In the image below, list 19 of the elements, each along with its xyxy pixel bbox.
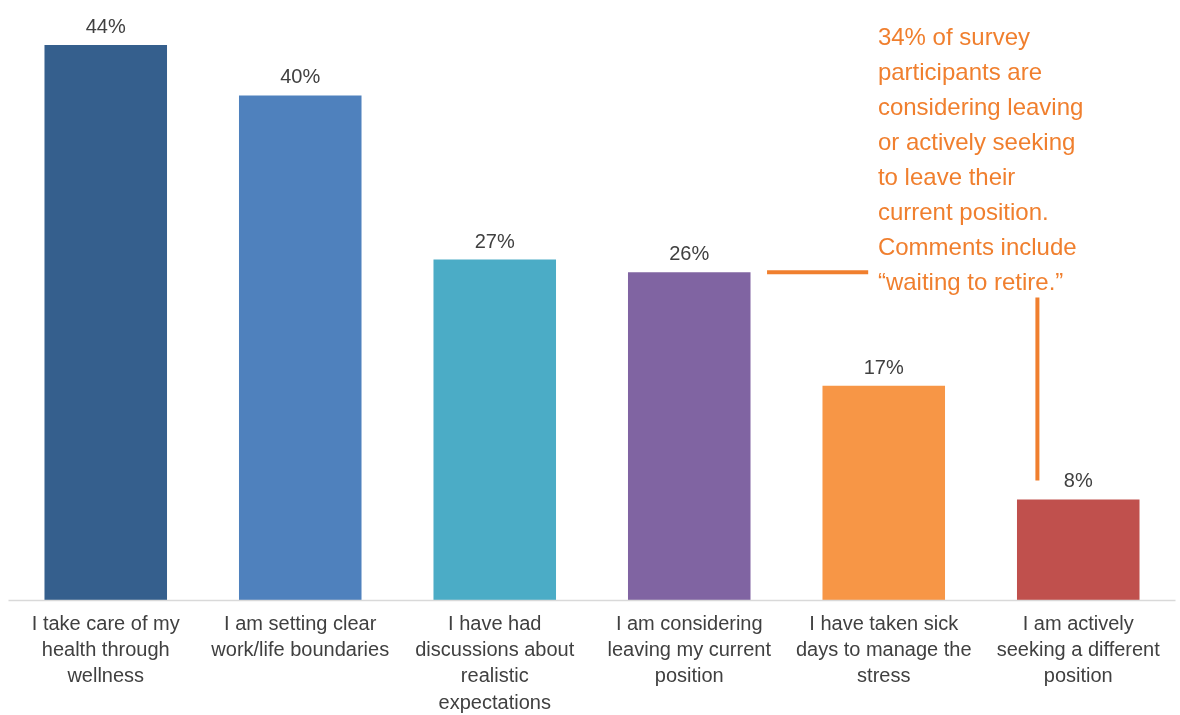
- bar: [627, 272, 751, 601]
- data-label: 17%: [863, 355, 904, 378]
- x-tick-label: I am actively seeking a different position: [996, 611, 1161, 687]
- x-tick-label: I have had discussions about realistic expectations: [415, 611, 575, 713]
- x-tick-label: I have taken sick days to manage the stress: [795, 611, 972, 687]
- data-label: 40%: [280, 65, 321, 88]
- data-label: 26%: [669, 242, 710, 265]
- x-tick-label: I am considering leaving my current position: [607, 611, 772, 687]
- bar: [1016, 499, 1140, 601]
- bar: [433, 259, 557, 601]
- x-tick-label: I take care of my health through wellness: [31, 611, 180, 687]
- bar: [44, 44, 168, 601]
- bar: [822, 385, 946, 601]
- bar: [238, 95, 362, 601]
- data-label: 8%: [1063, 469, 1093, 492]
- data-label: 27%: [474, 229, 515, 252]
- x-tick-label: I am setting clear work/life boundaries: [210, 611, 390, 660]
- data-label: 44%: [85, 14, 126, 37]
- annotation: 34% of survey participants are considering leaving or actively seeking to leave their current position. Comments include “waiting to retire.”: [877, 22, 1084, 296]
